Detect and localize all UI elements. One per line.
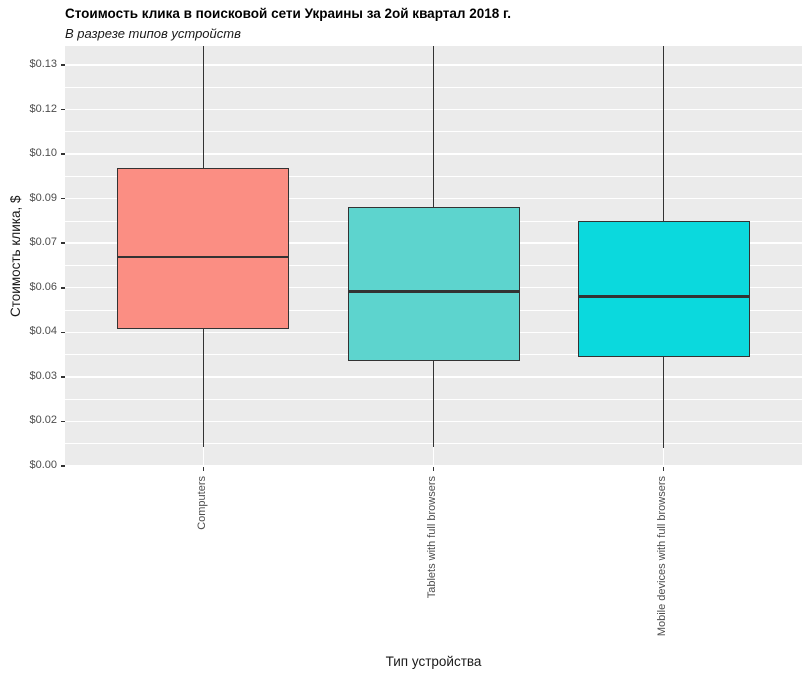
y-tick-label: $0.02 <box>29 414 57 427</box>
x-tick-label: Mobile devices with full browsers <box>656 476 669 637</box>
y-tick-label: $0.04 <box>29 325 57 338</box>
y-tick-mark <box>60 465 65 467</box>
chart-title: Стоимость клика в поисковой сети Украины… <box>65 6 512 21</box>
x-axis-title: Тип устройства <box>385 654 482 669</box>
y-tick-label: $0.07 <box>29 236 57 249</box>
boxplot-lower-whisker <box>432 359 435 447</box>
boxplot-median-line <box>117 255 290 259</box>
y-tick-mark <box>60 420 65 423</box>
boxplot-lower-whisker <box>662 356 665 448</box>
boxplot-box <box>577 220 750 358</box>
x-tick-mark <box>662 467 665 471</box>
boxplot-box <box>117 168 290 329</box>
y-tick-mark <box>60 64 65 66</box>
y-tick-mark <box>60 287 65 289</box>
y-tick-label: $0.06 <box>29 280 57 293</box>
boxplot-upper-whisker <box>432 46 435 208</box>
y-tick-label: $0.09 <box>29 191 57 204</box>
chart-subtitle: В разрезе типов устройств <box>65 26 241 41</box>
boxplot-box <box>347 206 520 361</box>
boxplot-median-line <box>347 290 520 293</box>
y-tick-mark <box>60 197 65 200</box>
x-tick-mark <box>202 467 205 471</box>
y-tick-label: $0.03 <box>29 369 57 382</box>
plot-panel <box>65 46 802 467</box>
x-tick-mark <box>432 467 435 471</box>
y-tick-label: $0.12 <box>29 102 57 115</box>
boxplot-upper-whisker <box>662 46 665 222</box>
y-tick-mark <box>60 153 65 155</box>
y-tick-label: $0.00 <box>29 459 57 471</box>
boxplot-upper-whisker <box>202 46 205 170</box>
y-axis-title: Стоимость клика, $ <box>8 195 23 318</box>
y-tick-label: $0.13 <box>29 57 57 70</box>
y-tick-mark <box>60 376 65 378</box>
y-tick-label: $0.10 <box>29 147 57 160</box>
x-tick-label: Computers <box>195 476 208 530</box>
boxplot-lower-whisker <box>202 327 205 447</box>
boxplot-median-line <box>577 295 750 298</box>
x-tick-label: Tablets with full browsers <box>426 476 438 599</box>
y-tick-mark <box>60 331 65 334</box>
y-tick-mark <box>60 242 65 244</box>
y-tick-mark <box>60 108 65 111</box>
